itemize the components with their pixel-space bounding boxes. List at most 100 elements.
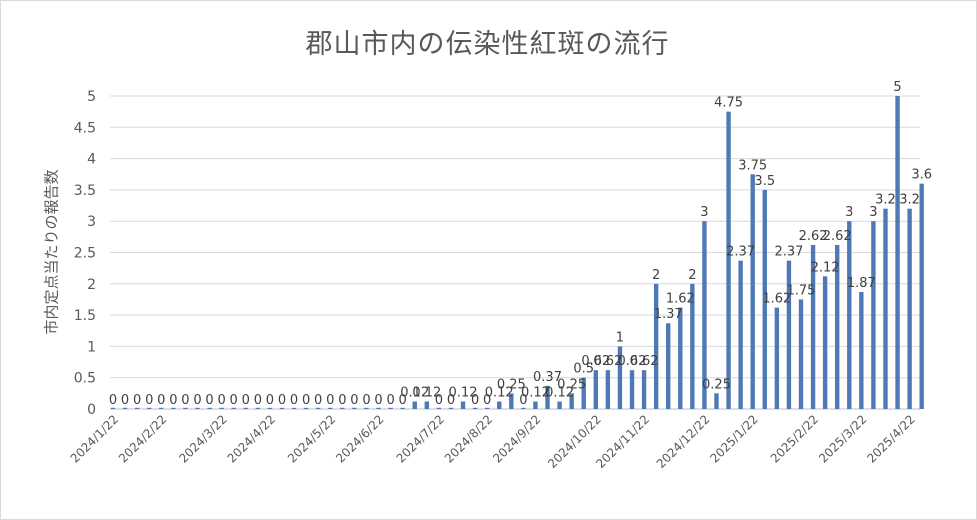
data-label: 0.62 <box>581 354 610 369</box>
data-label: 0 <box>169 393 177 408</box>
x-tick-label: 2024/1/22 <box>68 412 121 465</box>
data-label: 2.12 <box>811 260 840 275</box>
bar <box>629 370 635 409</box>
data-label: 0.25 <box>702 377 731 392</box>
bar <box>183 407 188 409</box>
bar <box>678 307 683 409</box>
x-tick-label: 2025/4/22 <box>864 412 917 465</box>
bar <box>726 111 731 410</box>
bar <box>859 291 864 409</box>
bar <box>122 407 128 409</box>
x-tick-label: 2024/2/22 <box>116 412 169 465</box>
data-label: 0.12 <box>412 385 441 400</box>
bar <box>810 244 816 409</box>
bar <box>702 221 707 409</box>
gridlines <box>110 95 920 410</box>
bar <box>352 407 357 409</box>
y-tick-label: 3.5 <box>74 183 96 199</box>
bar <box>786 260 792 409</box>
bar <box>569 393 574 409</box>
bar <box>714 393 719 409</box>
data-label: 0 <box>290 393 298 408</box>
bar <box>388 407 393 409</box>
data-label: 5 <box>893 80 901 95</box>
bar <box>750 174 755 409</box>
bar <box>255 407 261 409</box>
bar <box>919 183 924 409</box>
bar <box>376 407 381 409</box>
x-tick-label: 2025/2/22 <box>768 412 821 465</box>
data-label: 0 <box>157 393 165 408</box>
bar <box>883 208 888 409</box>
data-label: 0.25 <box>557 377 586 392</box>
data-label: 0.12 <box>449 385 478 400</box>
x-tick-label: 2024/6/22 <box>333 412 386 465</box>
data-label: 3.6 <box>911 168 932 183</box>
bar <box>134 407 140 409</box>
data-label: 3.75 <box>738 158 767 173</box>
y-tick-label: 4.5 <box>74 120 96 136</box>
bar <box>110 407 116 409</box>
bar <box>460 401 466 409</box>
bar <box>328 407 333 409</box>
data-label: 0.5 <box>573 362 594 377</box>
data-label: 3 <box>845 205 853 220</box>
data-label: 0 <box>133 393 141 408</box>
data-label: 0 <box>121 393 129 408</box>
data-label: 0 <box>362 393 370 408</box>
data-label: 0.12 <box>485 385 514 400</box>
y-tick-label: 1 <box>87 339 96 355</box>
data-label: 4.75 <box>714 96 743 111</box>
data-label: 1.75 <box>787 283 816 298</box>
bar <box>521 407 526 409</box>
data-label: 0 <box>193 393 201 408</box>
data-label: 0.12 <box>521 385 550 400</box>
bar <box>593 370 598 409</box>
data-label: 3.5 <box>754 174 775 189</box>
bar <box>847 221 852 409</box>
data-label: 1.62 <box>762 292 791 307</box>
bar <box>641 370 647 409</box>
bar <box>171 407 176 409</box>
bar <box>871 221 876 409</box>
bar <box>315 407 321 409</box>
y-tick-label: 2 <box>87 277 96 293</box>
bar <box>509 393 514 409</box>
data-label: 0 <box>217 393 225 408</box>
data-label: 3 <box>869 205 877 220</box>
bar <box>774 307 780 409</box>
bar <box>400 407 405 409</box>
y-tick-label: 4 <box>87 152 96 168</box>
bar <box>545 385 550 409</box>
x-tick-label: 2024/4/22 <box>225 412 278 465</box>
bar <box>472 407 478 409</box>
data-label: 2.62 <box>799 229 828 244</box>
bar <box>484 407 490 409</box>
data-label: 2 <box>688 268 696 283</box>
bar <box>424 401 430 409</box>
data-label: 2 <box>652 268 660 283</box>
bar <box>303 407 309 409</box>
data-label: 0.62 <box>593 354 622 369</box>
bar <box>497 401 502 409</box>
data-label: 0.62 <box>618 354 647 369</box>
data-label: 3 <box>700 205 708 220</box>
data-label: 0 <box>350 393 358 408</box>
x-tick-label: 2024/12/22 <box>654 412 713 471</box>
y-tick-labels: 0 0.5 1 1.5 2 2.5 3 3.5 4 4.5 5 <box>74 89 96 418</box>
data-label: 2.37 <box>726 245 755 260</box>
data-label: 0 <box>278 393 286 408</box>
data-label: 0 <box>519 393 527 408</box>
data-label: 0.12 <box>400 385 429 400</box>
bar <box>267 407 273 409</box>
bar <box>231 407 236 409</box>
data-label: 0 <box>374 393 382 408</box>
data-label: 1.37 <box>654 307 683 322</box>
bar <box>690 283 695 409</box>
data-label: 0 <box>145 393 153 408</box>
bar <box>243 407 248 409</box>
bar <box>159 407 164 409</box>
bar <box>291 407 297 409</box>
